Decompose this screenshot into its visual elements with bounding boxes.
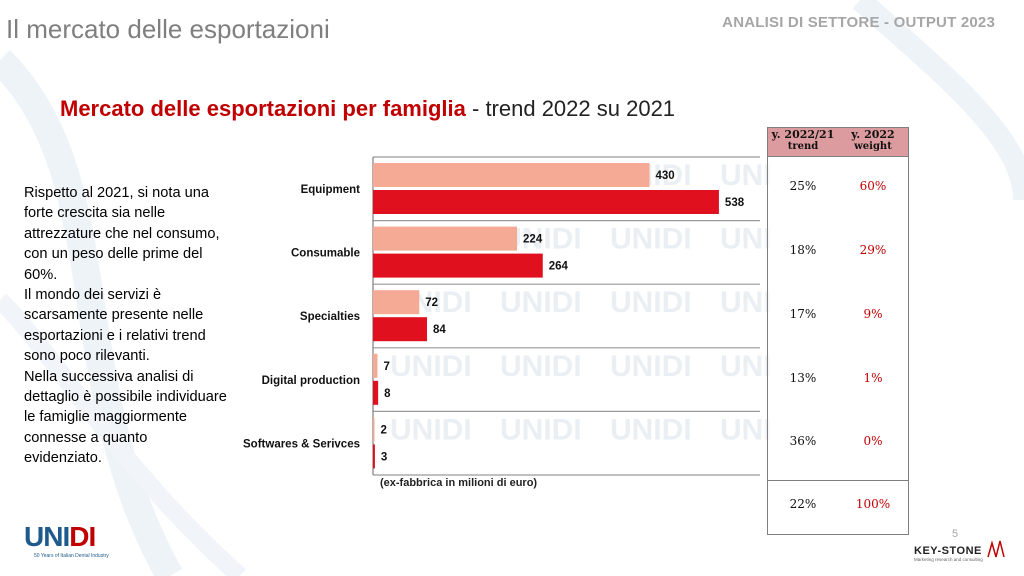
bar-2022 (373, 444, 375, 469)
watermark-text: UNIDI (390, 350, 472, 383)
chart-title-rest: - trend 2022 su 2021 (465, 96, 676, 121)
data-label: 84 (433, 324, 446, 336)
weight-cell: 60% (859, 179, 887, 193)
bar-2022 (373, 380, 379, 405)
bar-2022 (373, 317, 428, 342)
chart-title-strong: Mercato delle esportazioni per famiglia (60, 96, 466, 121)
watermark-text: UNIDI (720, 159, 770, 192)
trend-cell: 25% (789, 179, 817, 193)
header-trend: y. 2022/21 trend (771, 128, 835, 153)
bar-2021 (373, 290, 420, 315)
trend-cell: 17% (789, 307, 817, 321)
bar-2021 (373, 163, 650, 187)
data-label: 264 (549, 261, 569, 273)
watermark-text: UNIDI (500, 286, 582, 319)
data-label: 8 (384, 388, 391, 400)
export-bar-chart: UNIDI UNIDI UNIDI UNIDI UNIDI UNIDI UNIDI UNIDI… (243, 156, 770, 476)
commentary-paragraph: Nella successiva analisi di dettaglio è … (24, 368, 227, 467)
bar-2022 (373, 253, 543, 278)
data-label: 72 (425, 297, 438, 309)
watermark-text: UNIDI (720, 223, 770, 256)
table-header: y. 2022/21 trend y. 2022 weight (768, 128, 908, 157)
data-label: 538 (725, 197, 745, 209)
data-label: 7 (384, 361, 390, 373)
watermark-text: UNIDI (720, 286, 770, 319)
weight-cell: 29% (859, 243, 887, 257)
watermark-text: UNIDI (720, 350, 770, 383)
category-label: Consumable (291, 248, 360, 260)
watermark-text: UNIDI (500, 413, 582, 446)
trend-weight-table: y. 2022/21 trend y. 2022 weight 25% 60% 18… (767, 127, 909, 535)
watermark-text: UNIDI (610, 286, 692, 319)
commentary-text: Rispetto al 2021, si nota una forte cres… (24, 183, 229, 469)
trend-cell: 36% (789, 434, 817, 448)
watermark-text: UNIDI (610, 223, 692, 256)
header-weight: y. 2022 weight (851, 128, 895, 153)
unidi-logo: UNIDI 50 Years of Italian Dental Industr… (24, 521, 109, 559)
commentary-paragraph: Rispetto al 2021, si nota una forte cres… (24, 185, 220, 283)
chart-title: Mercato delle esportazioni per famiglia … (60, 96, 675, 122)
trend-cell: 18% (789, 243, 817, 257)
weight-cell: 0% (863, 434, 883, 448)
data-label: 430 (655, 170, 674, 182)
category-label: Equipment (301, 184, 361, 196)
keystone-logo: KEY-STONE Marketing research and consult… (914, 540, 1005, 562)
page-title: Il mercato delle esportazioni (6, 14, 330, 44)
category-label: Softwares & Serivces (243, 438, 360, 450)
section-label: ANALISI DI SETTORE - OUTPUT 2023 (722, 14, 995, 31)
watermark-text: UNIDI (720, 413, 770, 446)
chart-caption: (ex-fabbrica in milioni di euro) (380, 477, 538, 489)
category-label: Digital production (262, 375, 360, 387)
weight-cell: 1% (863, 371, 883, 385)
watermark-text: UNIDI (390, 413, 472, 446)
category-label: Specialties (300, 311, 360, 323)
keystone-arch-icon (987, 540, 1005, 558)
bar-2022 (373, 190, 719, 214)
data-label: 2 (381, 424, 387, 436)
trend-cell: 13% (789, 371, 817, 385)
commentary-paragraph: Il mondo dei servizi è scarsamente prese… (24, 287, 206, 365)
bar-2021 (373, 417, 375, 442)
total-separator (768, 480, 908, 481)
watermark-text: UNIDI (610, 413, 692, 446)
data-label: 3 (381, 451, 387, 463)
watermark-text: UNIDI (500, 350, 582, 383)
bar-2021 (373, 226, 518, 251)
total-trend-cell: 22% (789, 497, 817, 511)
unidi-tagline: 50 Years of Italian Dental Industry (34, 553, 109, 559)
watermark-text: UNIDI (610, 350, 692, 383)
total-weight-cell: 100% (855, 497, 891, 511)
bar-2021 (373, 353, 378, 378)
data-label: 224 (523, 234, 543, 246)
page-number: 5 (952, 528, 959, 540)
weight-cell: 9% (863, 307, 883, 321)
keystone-tagline: Marketing research and consulting (914, 557, 983, 562)
